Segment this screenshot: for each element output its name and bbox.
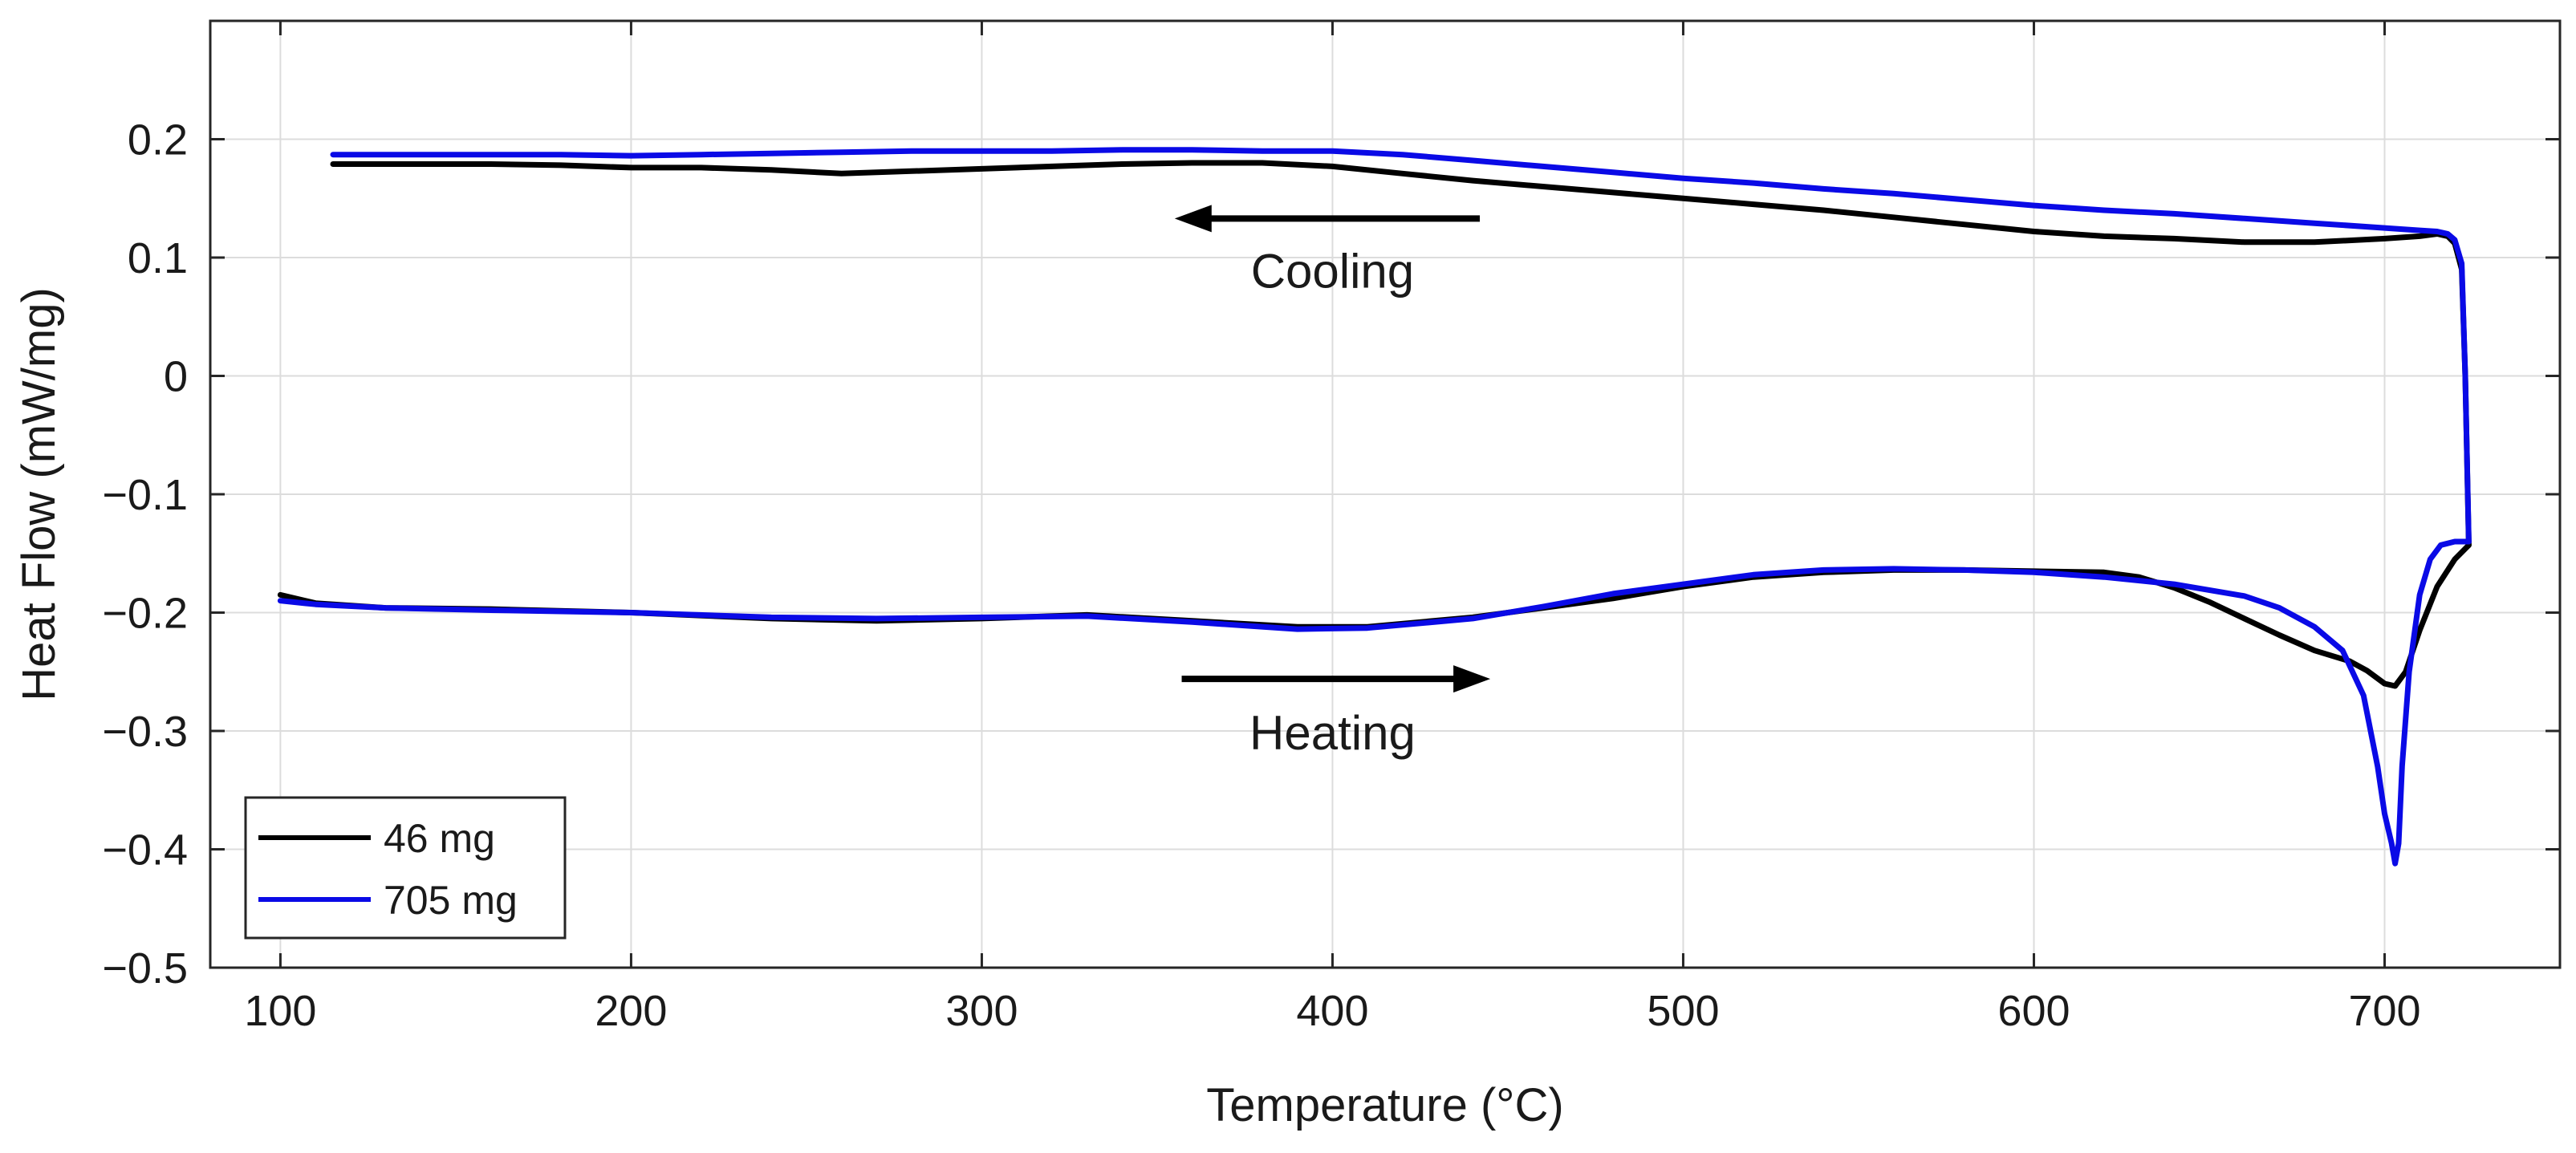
y-tick-label: −0.4 <box>102 826 188 875</box>
y-tick-label: −0.2 <box>102 590 188 638</box>
x-tick-label: 300 <box>945 987 1018 1035</box>
ticks: 100 200 300 400 500 600 700 −0.5 −0.4 −0.3 −0.2 −0.… <box>102 21 2560 1035</box>
legend-label-46mg: 46 mg <box>384 816 495 861</box>
legend: 46 mg 705 mg <box>244 796 567 940</box>
x-axis-label: Temperature (°C) <box>1206 1079 1563 1131</box>
series-46mg-cooling-line <box>330 160 2472 548</box>
x-tick-label: 400 <box>1296 987 1368 1035</box>
heating-label: Heating <box>1249 706 1416 760</box>
x-tick-label: 700 <box>2348 987 2420 1035</box>
y-tick-label: 0.1 <box>128 234 188 282</box>
heating-arrowhead <box>1453 665 1491 693</box>
y-axis-label: Heat Flow (mW/mg) <box>13 287 65 701</box>
annotations: Cooling Heating <box>1174 205 1491 760</box>
x-tick-label: 200 <box>595 987 667 1035</box>
cooling-label: Cooling <box>1251 245 1414 298</box>
x-tick-label: 500 <box>1647 987 1719 1035</box>
cooling-arrowhead <box>1174 205 1212 233</box>
y-tick-label: −0.1 <box>102 471 188 519</box>
series-705mg-heating-line <box>277 538 2472 867</box>
series-layer <box>277 147 2472 867</box>
y-tick-label: 0 <box>164 353 188 401</box>
series-705mg-cooling-line <box>330 147 2472 545</box>
x-tick-label: 600 <box>1997 987 2070 1035</box>
y-tick-label: −0.5 <box>102 944 188 993</box>
x-tick-label: 100 <box>244 987 316 1035</box>
y-tick-label: −0.3 <box>102 708 188 756</box>
y-tick-label: 0.2 <box>128 116 188 164</box>
legend-label-705mg: 705 mg <box>384 878 518 923</box>
legend-box <box>244 796 567 940</box>
